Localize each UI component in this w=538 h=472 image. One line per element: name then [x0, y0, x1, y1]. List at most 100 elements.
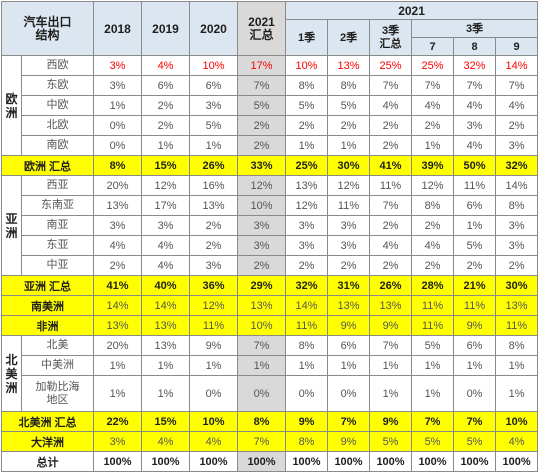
value-cell: 1% — [93, 355, 143, 376]
value-cell: 41% — [369, 155, 413, 176]
value-cell: 1% — [369, 355, 413, 376]
header-q2: 2季 — [327, 19, 371, 56]
table-row: 中亚 2% 4% 3% 2% 2% 2% 2% 2% 2% 2% — [2, 255, 538, 276]
value-cell: 2% — [369, 115, 413, 136]
value-cell: 33% — [237, 155, 287, 176]
row-label: 东亚 — [20, 235, 95, 256]
table-row: 北美洲北美 20% 13% 9% 7% 8% 6% 7% 5% 6% 8% — [1, 335, 538, 412]
value-cell: 7% — [369, 335, 413, 356]
row-label: 亚洲 汇总 — [0, 275, 95, 296]
value-cell: 100% — [141, 451, 191, 472]
value-cell: 100% — [369, 451, 413, 472]
summary-row: 亚洲 汇总 41% 40% 36% 29% 32% 31% 26% 28% 21% 30% — [0, 275, 538, 296]
region-row: 非洲 13% 13% 11% 10% 11% 9% 9% 11% 9% 11% — [0, 315, 538, 336]
header-2020: 2020 — [189, 1, 239, 56]
value-cell: 5% — [285, 95, 329, 116]
value-cell: 0% — [453, 375, 497, 412]
value-cell: 0% — [285, 375, 329, 412]
value-cell: 4% — [141, 255, 191, 276]
value-cell: 3% — [93, 215, 143, 236]
value-cell: 8% — [237, 411, 287, 432]
value-cell: 2% — [369, 255, 413, 276]
value-cell: 1% — [141, 135, 191, 156]
value-cell: 1% — [285, 355, 329, 376]
value-cell: 1% — [285, 135, 329, 156]
value-cell: 30% — [327, 155, 371, 176]
value-cell: 2% — [327, 115, 371, 136]
value-cell: 26% — [369, 275, 413, 296]
row-label: 非洲 — [0, 315, 95, 336]
value-cell: 2% — [495, 115, 538, 136]
header-2019: 2019 — [141, 1, 191, 56]
value-cell: 4% — [369, 235, 413, 256]
value-cell: 1% — [141, 375, 191, 412]
value-cell: 10% — [237, 315, 287, 336]
value-cell: 1% — [327, 355, 371, 376]
value-cell: 7% — [237, 75, 287, 96]
header-2021: 2021 — [285, 1, 538, 20]
row-label: 北美洲 汇总 — [0, 411, 95, 432]
value-cell: 7% — [369, 75, 413, 96]
value-cell: 8% — [285, 75, 329, 96]
value-cell: 13% — [93, 315, 143, 336]
value-cell: 3% — [93, 75, 143, 96]
value-cell: 2% — [285, 115, 329, 136]
value-cell: 1% — [495, 375, 538, 412]
value-cell: 14% — [495, 55, 538, 76]
value-cell: 7% — [327, 411, 371, 432]
header-month-8: 8 — [453, 37, 497, 56]
value-cell: 4% — [369, 95, 413, 116]
value-cell: 2% — [285, 255, 329, 276]
row-label: 南欧 — [20, 135, 95, 156]
value-cell: 8% — [327, 75, 371, 96]
value-cell: 17% — [237, 55, 287, 76]
value-cell: 13% — [327, 295, 371, 316]
value-cell: 2% — [189, 235, 239, 256]
value-cell: 100% — [93, 451, 143, 472]
value-cell: 12% — [327, 175, 371, 196]
table-body: 欧洲西欧 3% 4% 10% 17% 10% 13% 25% 25% 32% 14% 东欧 3% 6% 6%… — [0, 55, 538, 472]
value-cell: 3% — [495, 235, 538, 256]
region-label: 欧洲 — [1, 55, 22, 156]
value-cell: 6% — [453, 335, 497, 356]
value-cell: 8% — [285, 335, 329, 356]
value-cell: 0% — [237, 375, 287, 412]
header-month-9: 9 — [495, 37, 538, 56]
table-row: 中美洲 1% 1% 1% 1% 1% 1% 1% 1% 1% 1% — [2, 355, 538, 376]
value-cell: 13% — [189, 195, 239, 216]
value-cell: 32% — [453, 55, 497, 76]
value-cell: 3% — [189, 255, 239, 276]
value-cell: 6% — [141, 75, 191, 96]
value-cell: 13% — [141, 315, 191, 336]
value-cell: 7% — [411, 411, 455, 432]
value-cell: 25% — [369, 55, 413, 76]
table-row: 东南亚 13% 17% 13% 10% 12% 11% 7% 8% 6% 8% — [2, 195, 538, 216]
value-cell: 1% — [411, 135, 455, 156]
value-cell: 40% — [141, 275, 191, 296]
value-cell: 13% — [369, 295, 413, 316]
value-cell: 13% — [141, 335, 191, 356]
value-cell: 2% — [453, 255, 497, 276]
value-cell: 13% — [495, 295, 538, 316]
row-label: 东欧 — [20, 75, 95, 96]
value-cell: 2% — [369, 135, 413, 156]
table-row: 东亚 4% 4% 2% 3% 3% 3% 4% 4% 5% 3% — [2, 235, 538, 256]
row-label: 北美 — [20, 335, 95, 356]
row-label: 西亚 — [20, 175, 95, 196]
value-cell: 6% — [327, 335, 371, 356]
value-cell: 1% — [237, 355, 287, 376]
value-cell: 11% — [285, 315, 329, 336]
value-cell: 25% — [411, 55, 455, 76]
value-cell: 11% — [453, 295, 497, 316]
value-cell: 0% — [93, 115, 143, 136]
value-cell: 3% — [495, 135, 538, 156]
value-cell: 9% — [189, 335, 239, 356]
value-cell: 10% — [237, 195, 287, 216]
value-cell: 11% — [411, 315, 455, 336]
row-label: 总计 — [0, 451, 95, 472]
value-cell: 10% — [189, 55, 239, 76]
value-cell: 13% — [237, 295, 287, 316]
value-cell: 12% — [189, 295, 239, 316]
value-cell: 10% — [285, 55, 329, 76]
value-cell: 11% — [189, 315, 239, 336]
